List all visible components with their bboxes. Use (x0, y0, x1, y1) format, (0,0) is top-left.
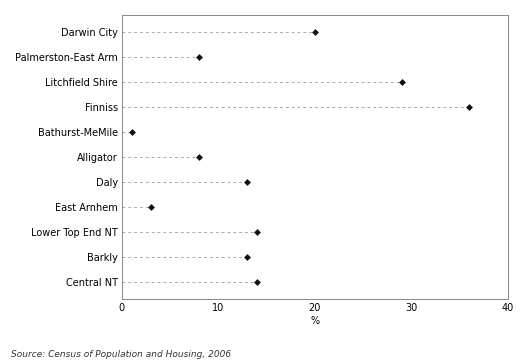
X-axis label: %: % (311, 316, 320, 326)
Text: Source: Census of Population and Housing, 2006: Source: Census of Population and Housing… (11, 350, 231, 359)
